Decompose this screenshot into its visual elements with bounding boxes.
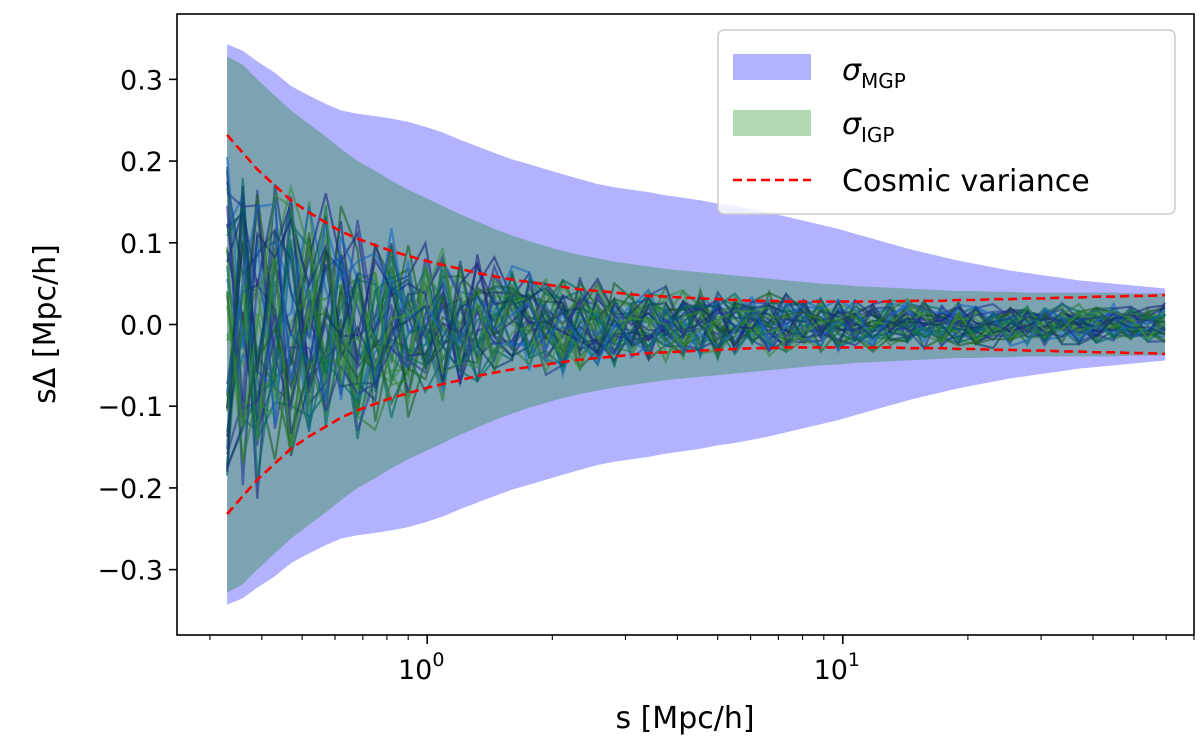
realization-line: [226, 207, 1166, 480]
legend-label-cosmic-variance: Cosmic variance: [842, 164, 1090, 199]
cosmic-variance-upper-line: [226, 134, 1166, 303]
y-tick-label: 0.1: [120, 229, 163, 260]
y-tick-label: 0.0: [120, 311, 163, 342]
y-tick-label: 0.3: [120, 65, 163, 96]
realization-line: [226, 193, 1166, 427]
legend-label-mgp: σMGP: [842, 53, 906, 93]
y-axis-label: sΔ [Mpc/h]: [28, 244, 63, 404]
y-tick-label: −0.2: [97, 474, 163, 505]
x-tick-label: 101: [814, 649, 860, 686]
realization-line: [226, 202, 1166, 403]
x-axis-label: s [Mpc/h]: [615, 701, 754, 736]
y-tick-label: −0.3: [97, 556, 163, 587]
realization-line: [226, 185, 1166, 450]
y-tick-label: −0.1: [97, 392, 163, 423]
y-tick-label: 0.2: [120, 147, 163, 178]
legend-frame: [717, 29, 1176, 215]
realization-lines: [226, 156, 1166, 499]
legend-swatch-igp: [733, 110, 811, 136]
x-tick-label: 100: [398, 649, 444, 686]
legend-label-igp: σIGP: [842, 107, 894, 147]
realization-line: [226, 216, 1166, 469]
cosmic-variance-lower-line: [226, 346, 1166, 515]
y-axis: −0.3 −0.2 −0.1 0.0 0.1 0.2 0.3: [97, 65, 177, 587]
legend: σMGP σIGP Cosmic variance: [717, 29, 1176, 215]
legend-swatch-mgp: [733, 54, 811, 80]
plot-area: [226, 44, 1166, 605]
x-axis: 100 101: [209, 635, 1195, 686]
